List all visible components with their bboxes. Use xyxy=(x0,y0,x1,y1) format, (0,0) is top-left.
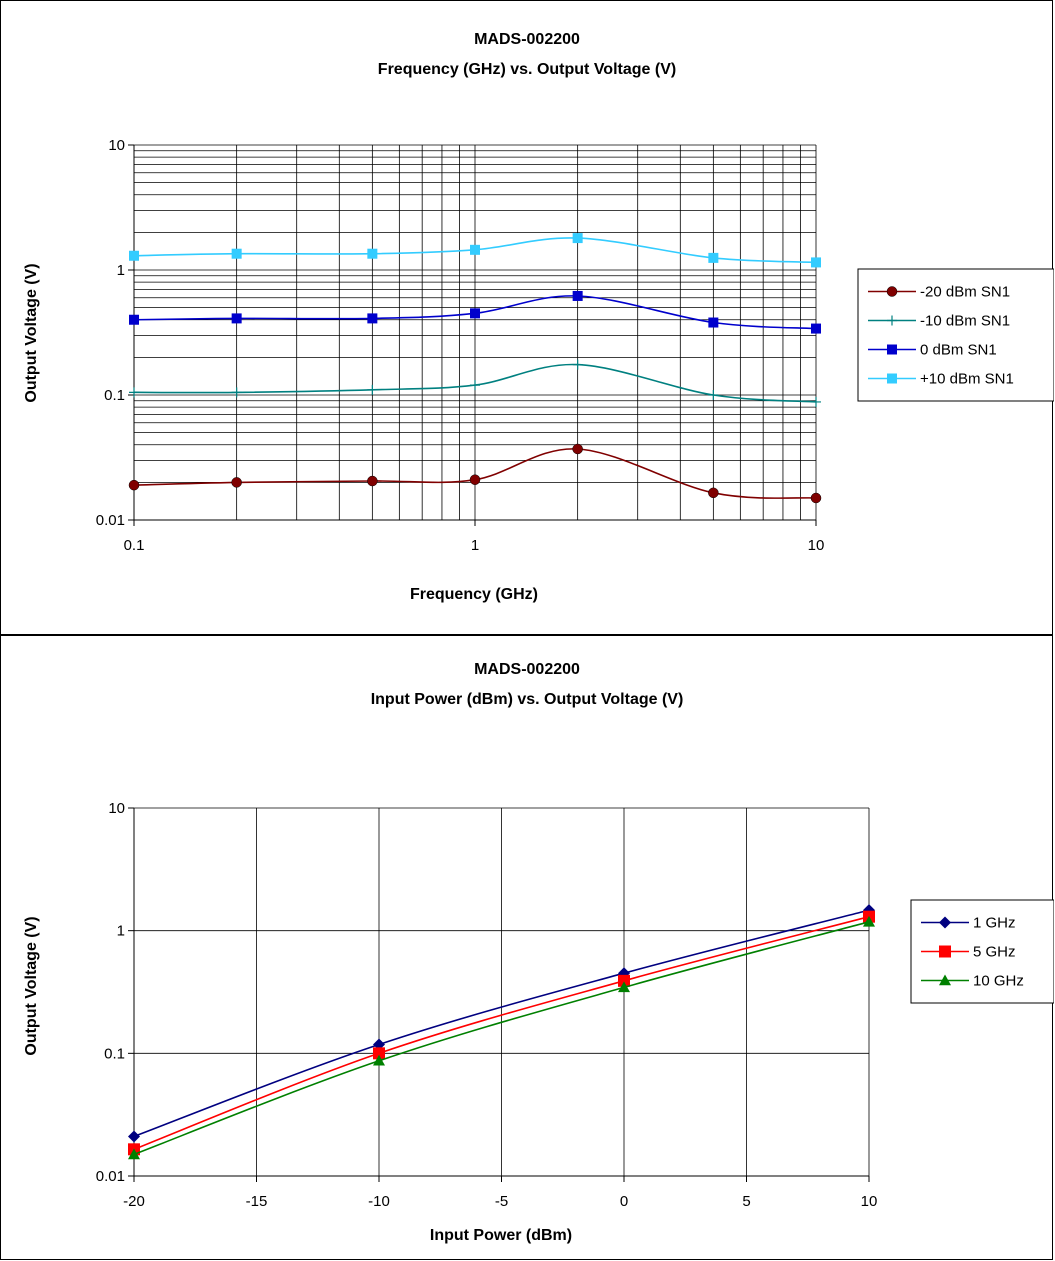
data-point xyxy=(572,443,583,455)
y-tick-label: 0.01 xyxy=(96,1168,125,1185)
data-point xyxy=(373,1038,385,1051)
data-point xyxy=(367,248,378,259)
y-tick-label: 10 xyxy=(108,137,125,154)
legend-label: 0 dBm SN1 xyxy=(920,342,997,359)
x-tick-label: -20 xyxy=(123,1193,145,1210)
y-axis-title: Output Voltage (V) xyxy=(23,263,40,402)
x-tick-label: 0.1 xyxy=(124,537,145,554)
data-point xyxy=(129,314,139,325)
x-tick-label: -10 xyxy=(368,1193,390,1210)
data-point xyxy=(939,945,951,958)
data-point xyxy=(470,308,480,319)
data-point xyxy=(811,323,821,334)
data-point xyxy=(231,477,242,488)
series-3 xyxy=(128,915,875,1160)
data-point xyxy=(572,359,583,370)
data-point xyxy=(231,387,242,398)
data-point xyxy=(708,317,719,328)
series-3 xyxy=(129,290,821,334)
y-tick-label: 0.01 xyxy=(96,512,125,529)
chart-panel-frequency: MADS-002200 Frequency (GHz) vs. Output V… xyxy=(0,0,1054,635)
x-tick-label: 10 xyxy=(808,537,825,554)
data-point xyxy=(470,244,480,255)
series-line xyxy=(133,915,870,1151)
data-point xyxy=(367,384,378,395)
data-point xyxy=(231,313,242,324)
chart-title: MADS-002200 xyxy=(474,31,580,48)
y-tick-label: 0.1 xyxy=(104,387,125,404)
legend-label: +10 dBm SN1 xyxy=(920,371,1014,388)
grid xyxy=(133,807,870,1177)
x-tick-label: -15 xyxy=(246,1193,268,1210)
y-tick-label: 0.1 xyxy=(104,1045,125,1062)
y-axis-title: Output Voltage (V) xyxy=(23,916,40,1055)
data-point xyxy=(939,974,951,986)
x-tick-label: 10 xyxy=(861,1193,878,1210)
series-4 xyxy=(129,233,821,268)
data-point xyxy=(708,252,719,263)
data-point xyxy=(618,974,630,987)
series-1 xyxy=(128,443,822,504)
legend-label: -20 dBm SN1 xyxy=(920,284,1010,301)
y-tick-label: 10 xyxy=(108,800,125,817)
x-tick-label: -5 xyxy=(495,1193,508,1210)
chart-subtitle: Input Power (dBm) vs. Output Voltage (V) xyxy=(371,691,684,708)
data-point xyxy=(367,475,378,487)
data-point xyxy=(129,387,139,398)
data-point xyxy=(373,1054,385,1066)
input-power-chart: MADS-002200 Input Power (dBm) vs. Output… xyxy=(23,661,1054,1244)
data-point xyxy=(128,1148,140,1160)
data-point xyxy=(887,373,897,384)
data-point xyxy=(810,492,822,504)
series-2 xyxy=(128,910,875,1156)
series-line xyxy=(133,909,870,1138)
data-point xyxy=(811,396,821,407)
x-tick-label: 5 xyxy=(742,1193,750,1210)
data-point xyxy=(887,344,897,355)
legend: 1 GHz 5 GHz 10 GHz xyxy=(910,899,1054,1004)
data-point xyxy=(572,290,583,301)
series-line xyxy=(133,921,870,1156)
frequency-chart: MADS-002200 Frequency (GHz) vs. Output V… xyxy=(23,31,1054,603)
legend: -20 dBm SN1 -10 dBm SN1 0 dBm SN1 +10 dBm S… xyxy=(857,268,1054,402)
data-point xyxy=(469,474,481,485)
data-point xyxy=(886,286,898,297)
data-point xyxy=(618,981,630,993)
data-point xyxy=(129,250,139,261)
data-point xyxy=(128,479,140,491)
data-point xyxy=(708,390,719,400)
data-point xyxy=(572,233,583,244)
data-point xyxy=(887,315,897,326)
data-point xyxy=(939,916,951,929)
legend-label: 5 GHz xyxy=(973,944,1016,961)
chart-subtitle: Frequency (GHz) vs. Output Voltage (V) xyxy=(378,61,676,78)
data-point xyxy=(367,313,378,324)
y-tick-label: 1 xyxy=(117,923,125,940)
data-point xyxy=(470,380,480,391)
x-axis-title: Input Power (dBm) xyxy=(430,1227,572,1244)
y-tick-label: 1 xyxy=(117,262,125,279)
chart-panel-input-power: MADS-002200 Input Power (dBm) vs. Output… xyxy=(0,635,1054,1260)
grid xyxy=(133,144,817,521)
legend-label: -10 dBm SN1 xyxy=(920,313,1010,330)
data-point xyxy=(708,487,719,499)
x-axis-title: Frequency (GHz) xyxy=(410,586,538,603)
x-tick-label: 0 xyxy=(620,1193,628,1210)
legend-label: 10 GHz xyxy=(973,973,1024,990)
data-point xyxy=(231,248,242,259)
data-point xyxy=(128,1130,140,1143)
x-tick-label: 1 xyxy=(471,537,479,554)
chart-title: MADS-002200 xyxy=(474,661,580,678)
series-2 xyxy=(129,359,821,407)
legend-label: 1 GHz xyxy=(973,915,1016,932)
data-point xyxy=(863,915,875,927)
data-point xyxy=(373,1047,385,1060)
data-point xyxy=(811,257,821,268)
